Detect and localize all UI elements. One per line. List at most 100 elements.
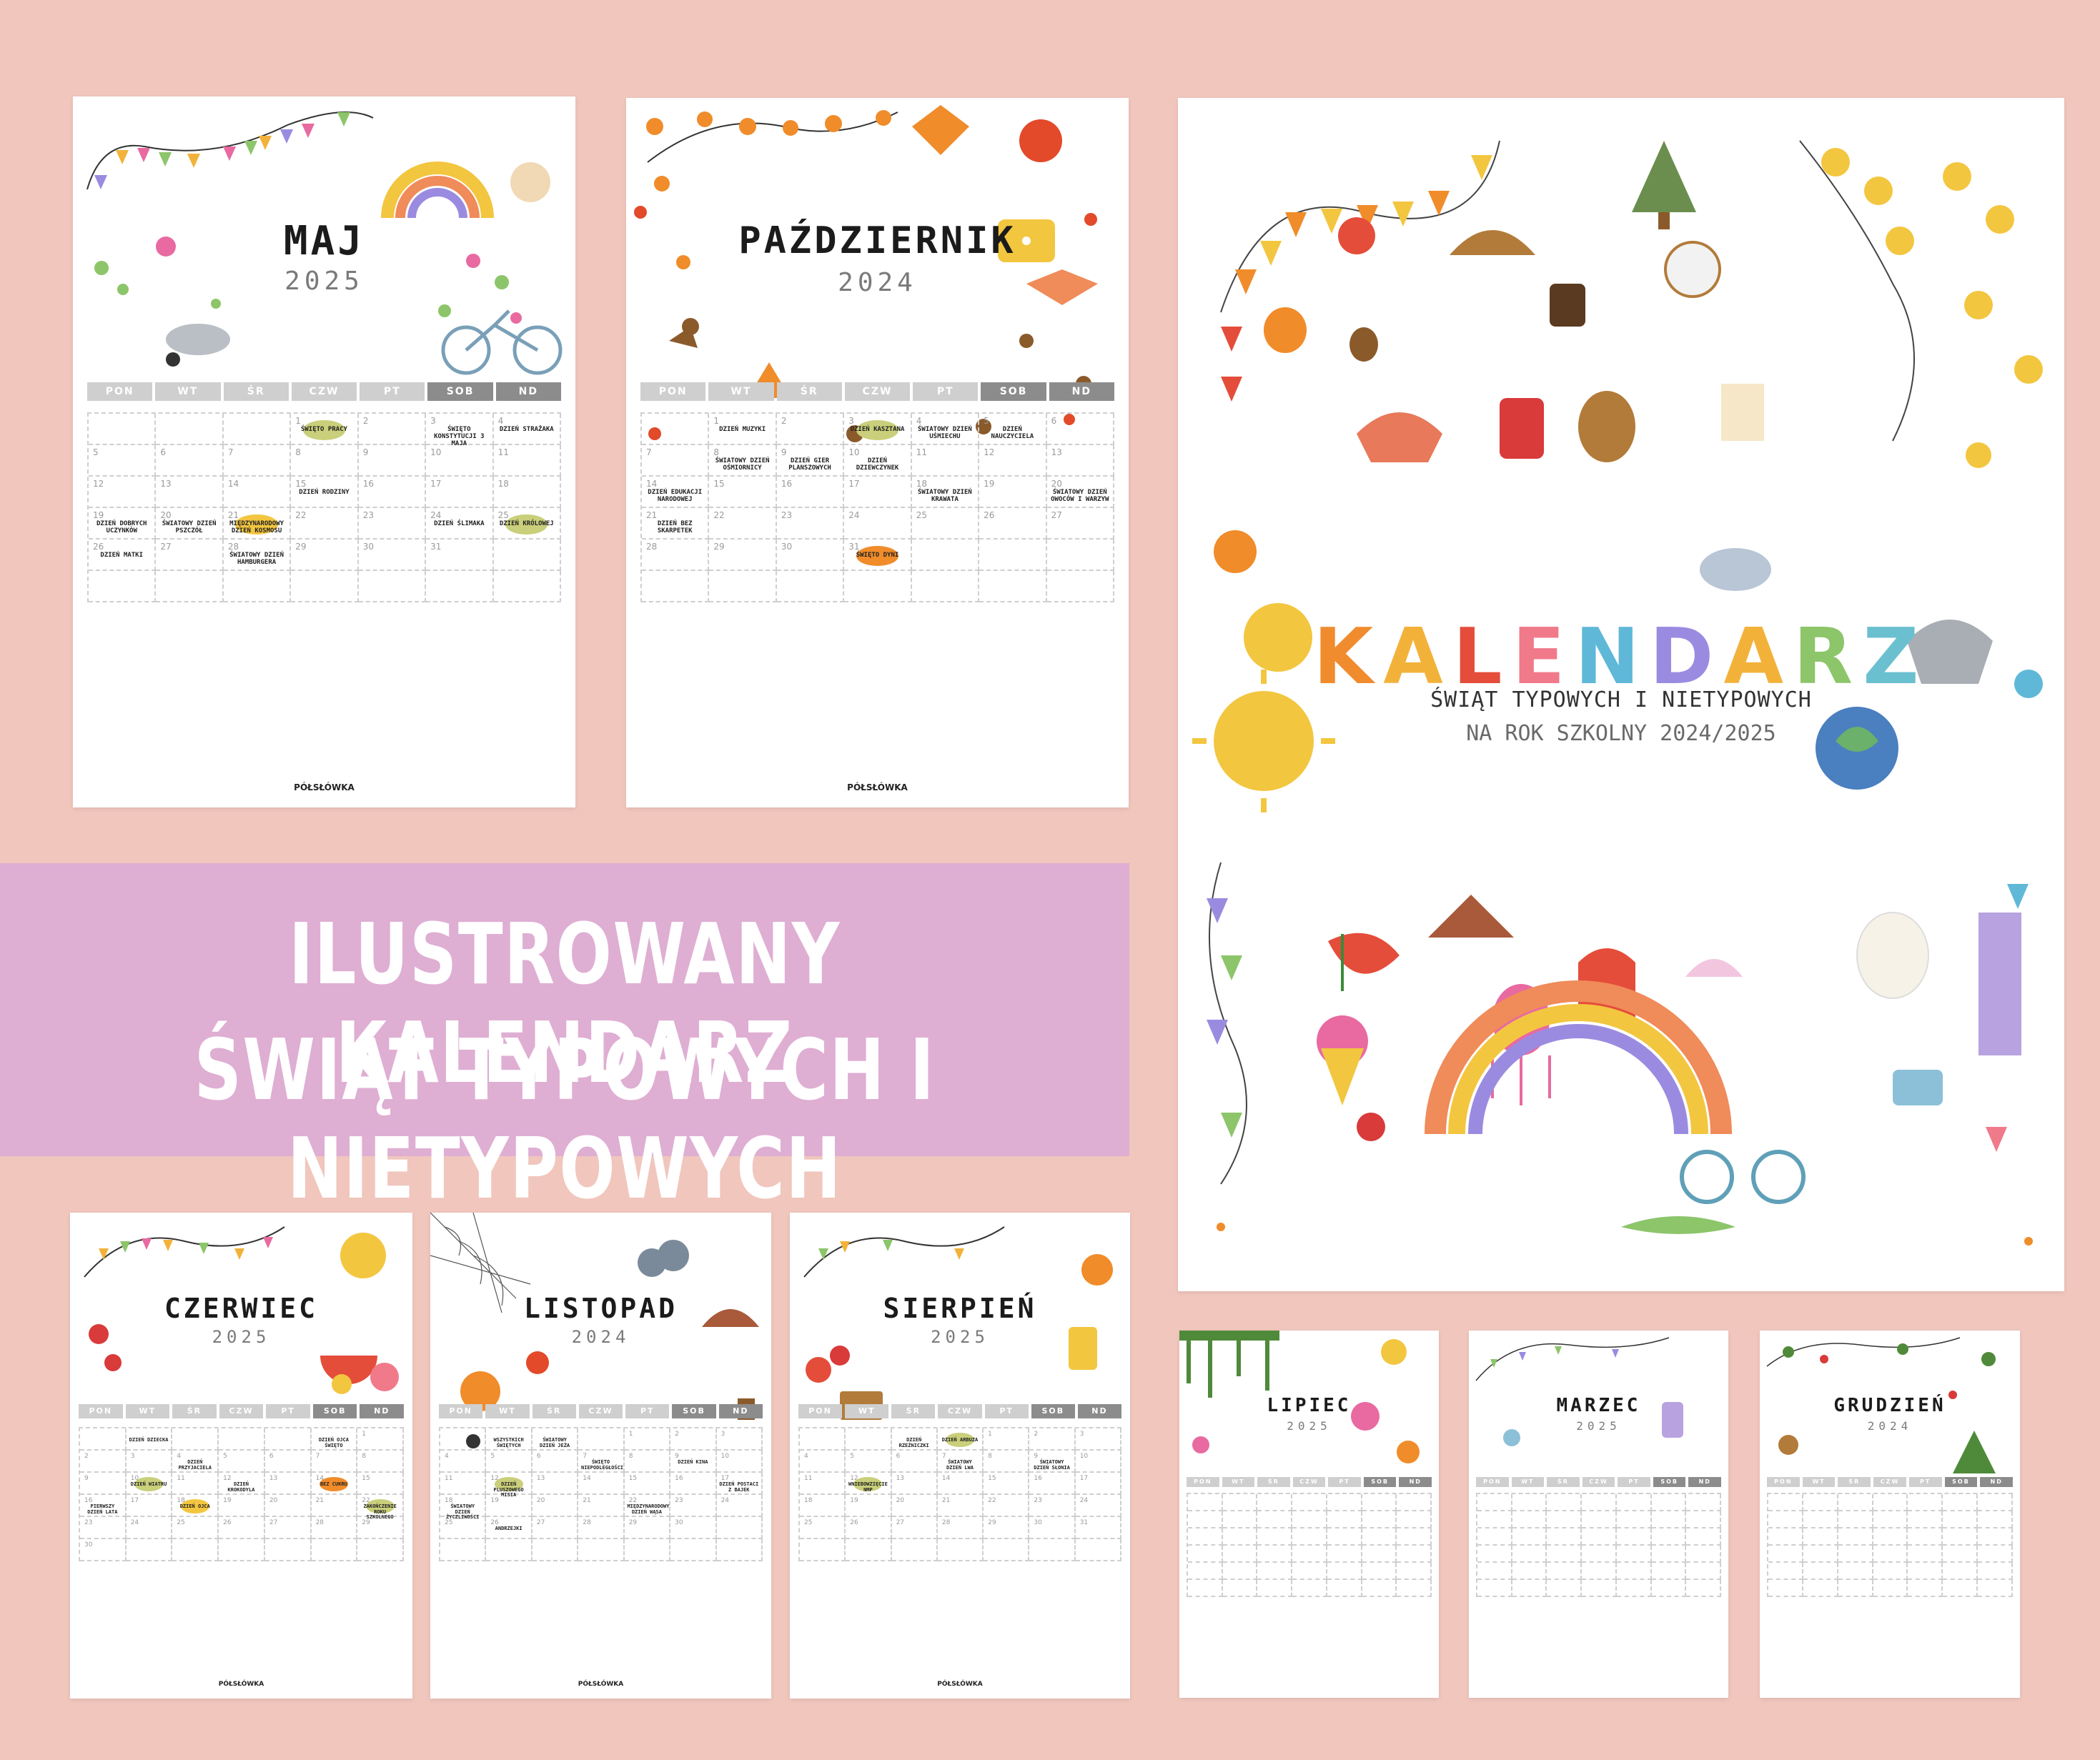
day-cell: 6 bbox=[1046, 414, 1114, 445]
day-cell bbox=[156, 414, 224, 445]
day-number: 13 bbox=[160, 479, 172, 489]
weekday-label: WT bbox=[1222, 1477, 1255, 1487]
day-cell bbox=[1257, 1494, 1293, 1511]
day-cell: 23 bbox=[776, 508, 845, 540]
day-cell: 7 bbox=[642, 445, 710, 477]
day-number: 24 bbox=[430, 510, 442, 520]
month-title: GRUDZIEŃ bbox=[1833, 1395, 1946, 1416]
day-cell bbox=[1768, 1511, 1803, 1528]
holiday-label: DZIEŃ MUZYKI bbox=[719, 426, 766, 434]
holiday-label: DZIEŃ OJCA ŚWIĘTO bbox=[318, 1437, 349, 1448]
day-cell bbox=[1512, 1528, 1547, 1546]
day-cell bbox=[358, 571, 427, 602]
day-cell bbox=[1803, 1580, 1838, 1597]
day-cell: 25 bbox=[911, 508, 980, 540]
day-cell: 28 bbox=[578, 1517, 625, 1539]
weekday-label: ŚR bbox=[891, 1404, 936, 1418]
day-cell bbox=[1908, 1494, 1943, 1511]
day-cell bbox=[1908, 1528, 1943, 1546]
day-number: 21 bbox=[646, 510, 658, 520]
day-cell: 19 bbox=[846, 1495, 892, 1517]
day-cell: 7 bbox=[311, 1451, 358, 1473]
weekday-label: ŚR bbox=[1547, 1477, 1580, 1487]
weekday-label: ND bbox=[1688, 1477, 1722, 1487]
day-cell bbox=[1477, 1511, 1512, 1528]
day-cell bbox=[716, 1517, 763, 1539]
day-cell: 20 bbox=[532, 1495, 579, 1517]
day-cell bbox=[1582, 1580, 1617, 1597]
day-number: 11 bbox=[497, 447, 509, 457]
day-cell: 4 bbox=[440, 1451, 487, 1473]
day-cell: 3 bbox=[716, 1428, 763, 1451]
holiday-label: DZIEŃ RODZINY bbox=[299, 489, 350, 497]
day-cell bbox=[1327, 1546, 1362, 1563]
cover-title-letter: A bbox=[1383, 612, 1453, 702]
day-cell bbox=[846, 1539, 892, 1561]
day-cells: DZIEŃ RZEŹNICZKI DZIEŃ ARBUZA 1 2 3 4 5 6 7 ŚWIAT… bbox=[798, 1427, 1121, 1561]
day-cell bbox=[776, 571, 845, 602]
day-number: 16 bbox=[781, 479, 793, 489]
holiday-label: BEZ CUKRU bbox=[320, 1481, 347, 1488]
calendar-page-maj: MAJ 2025 PON WT ŚR CZW PT SOB ND 1 ŚWIĘTO PRACY 2… bbox=[73, 96, 575, 807]
day-cell: 12 bbox=[89, 477, 157, 508]
holiday-label: ŚWIATOWY DZIEŃ SŁONIA bbox=[1034, 1459, 1070, 1471]
day-cell: 1 bbox=[357, 1428, 404, 1451]
day-cell bbox=[1327, 1511, 1362, 1528]
day-number: 2 bbox=[675, 1431, 679, 1438]
calendar-page-lipiec: LIPIEC 2025 PON WT ŚR CZW PT SOB ND bbox=[1179, 1331, 1439, 1698]
day-cell: 24 DZIEŃ ŚLIMAKA bbox=[426, 508, 494, 540]
cover-subtitle-school-year: NA ROK SZKOLNY 2024/2025 bbox=[1466, 721, 1776, 746]
day-number: 7 bbox=[583, 1453, 588, 1460]
day-cell: 3 ŚWIĘTO KONSTYTUCJI 3 MAJA bbox=[426, 414, 494, 447]
day-number: 20 bbox=[896, 1497, 905, 1504]
day-cell bbox=[1803, 1546, 1838, 1563]
day-cell bbox=[911, 540, 980, 571]
day-cell bbox=[1651, 1511, 1687, 1528]
cover-title-letter: Z bbox=[1863, 612, 1929, 702]
day-number: 24 bbox=[720, 1497, 730, 1504]
cover-title-letter: N bbox=[1575, 612, 1650, 702]
weekday-header: PON WT ŚR CZW PT SOB ND bbox=[439, 1404, 763, 1418]
day-cell: 16 bbox=[776, 477, 845, 508]
day-cell bbox=[979, 571, 1047, 602]
day-number: 12 bbox=[984, 447, 995, 457]
day-number: 12 bbox=[490, 1475, 499, 1482]
weekday-label: SOB bbox=[1653, 1477, 1686, 1487]
day-cell bbox=[1362, 1563, 1397, 1580]
weekday-label: PON bbox=[640, 382, 706, 401]
day-cell: 16 bbox=[1029, 1473, 1076, 1495]
day-cell: 19 DZIEŃ DOBRYCH UCZYNKÓW bbox=[89, 508, 157, 540]
holiday-label: ŚWIATOWY DZIEŃ OWOCÓW I WARZYW bbox=[1051, 489, 1109, 504]
day-cell bbox=[1582, 1511, 1617, 1528]
weekday-label: ŚR bbox=[1838, 1477, 1871, 1487]
day-cell: 17 bbox=[126, 1495, 173, 1517]
holiday-label: DZIEŃ GIER PLANSZOWYCH bbox=[788, 457, 831, 472]
day-cell: 11 bbox=[440, 1473, 487, 1495]
day-cell: 5 bbox=[486, 1451, 533, 1473]
holiday-label: DZIEŃ PLUSZOWEGO MISIA bbox=[493, 1481, 524, 1498]
weekday-header: PON WT ŚR CZW PT SOB ND bbox=[1476, 1477, 1722, 1487]
day-cell: 17 bbox=[844, 477, 912, 508]
day-cell: 24 bbox=[1075, 1495, 1121, 1517]
weekday-label: PT bbox=[984, 1404, 1029, 1418]
day-cell: 19 bbox=[979, 477, 1047, 508]
day-cell: 5 bbox=[846, 1451, 892, 1473]
cover-title-letter: L bbox=[1452, 612, 1512, 702]
calendar-page-pazdziernik: PAŹDZIERNIK 2024 PON WT ŚR CZW PT SOB ND 1 DZIEŃ… bbox=[626, 98, 1129, 807]
weekday-label: WT bbox=[125, 1404, 170, 1418]
july-illustrations bbox=[1179, 1331, 1420, 1463]
day-cell bbox=[89, 571, 157, 602]
holiday-label: ŚWIATOWY DZIEŃ LWA bbox=[946, 1459, 974, 1471]
day-number: 25 bbox=[804, 1519, 813, 1526]
day-cell: 25 DZIEŃ KRÓLOWEJ bbox=[493, 508, 561, 540]
holiday-label: DZIEŃ MATKI bbox=[100, 552, 144, 560]
day-cell: 28 bbox=[642, 540, 710, 571]
banner-line-2: ŚWIĄT TYPOWYCH I NIETYPOWYCH bbox=[194, 1020, 936, 1218]
day-number: 17 bbox=[430, 479, 442, 489]
event-badge bbox=[946, 1433, 974, 1448]
holiday-label: ŚWIATOWY DZIEŃ PSZCZÓŁ bbox=[162, 520, 217, 535]
day-number: 6 bbox=[536, 1453, 541, 1460]
day-cell bbox=[172, 1539, 219, 1561]
day-number: 23 bbox=[675, 1497, 683, 1504]
day-number: 29 bbox=[713, 542, 725, 552]
